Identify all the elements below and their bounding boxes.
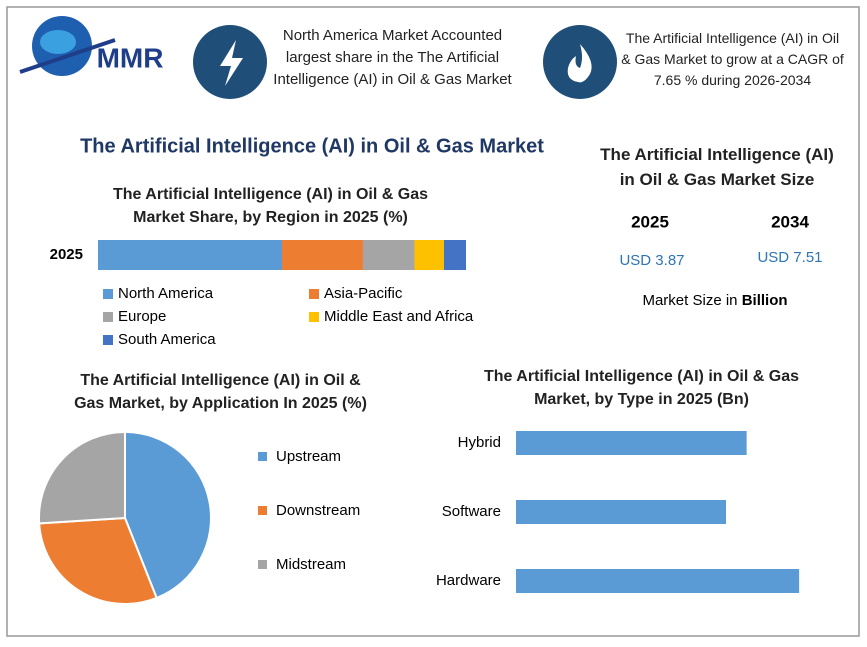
legend-swatch — [309, 289, 319, 299]
legend-swatch — [103, 312, 113, 322]
size-value: USD 3.87 — [619, 252, 684, 269]
bar-segment — [443, 240, 466, 270]
size-title: The Artificial Intelligence (AI) in Oil … — [600, 145, 834, 189]
legend-label: North America — [118, 285, 214, 302]
size-note: Market Size in Billion — [642, 292, 787, 309]
logo-text: MMR — [97, 42, 164, 73]
bar — [516, 569, 800, 593]
legend-swatch — [309, 312, 319, 322]
pie-slice — [38, 430, 126, 525]
main-title: The Artificial Intelligence (AI) in Oil … — [80, 135, 544, 157]
box2-text: The Artificial Intelligence (AI) in Oil … — [621, 30, 844, 88]
chart-title: The Artificial Intelligence (AI) in Oil … — [483, 368, 799, 408]
bolt — [220, 40, 243, 86]
year: 2025 — [631, 212, 669, 231]
box1-text: North America Market Accounted largest s… — [273, 27, 512, 88]
legend-label: Upstream — [276, 448, 341, 465]
pie-slice — [124, 430, 212, 600]
bar — [516, 431, 747, 455]
logo — [19, 16, 116, 76]
bar-segment — [282, 240, 363, 270]
legend-label: Asia-Pacific — [324, 285, 403, 302]
note: Market Size in — [642, 292, 737, 309]
legend-label: Middle East and Africa — [324, 308, 474, 325]
legend-label: Midstream — [276, 556, 346, 573]
unit: Billion — [742, 292, 788, 309]
chart-title: The Artificial Intelligence (AI) in Oil … — [74, 372, 367, 412]
flame — [567, 44, 592, 83]
year: 2034 — [771, 212, 809, 231]
frame — [6, 6, 860, 637]
legend-swatch — [103, 289, 113, 299]
bar-segment — [414, 240, 444, 270]
legend-swatch — [103, 335, 113, 345]
legend-label: Downstream — [276, 502, 360, 519]
y-tick-label: Software — [442, 503, 501, 520]
y-tick-label: Hybrid — [458, 434, 501, 451]
legend-swatch — [258, 452, 267, 461]
icon-flame — [543, 25, 617, 99]
size-value: USD 7.51 — [757, 249, 822, 266]
bar-segment — [98, 240, 282, 270]
y-tick-label: Hardware — [436, 572, 501, 589]
legend-label: South America — [118, 331, 216, 348]
bar-segment — [362, 240, 415, 270]
pie-slice — [38, 516, 158, 605]
legend-swatch — [258, 560, 267, 569]
legend-swatch — [258, 506, 267, 515]
legend-label: Europe — [118, 308, 166, 325]
y-tick-label: 2025 — [50, 246, 83, 263]
bar — [516, 500, 726, 524]
chart-title: The Artificial Intelligence (AI) in Oil … — [112, 186, 428, 226]
